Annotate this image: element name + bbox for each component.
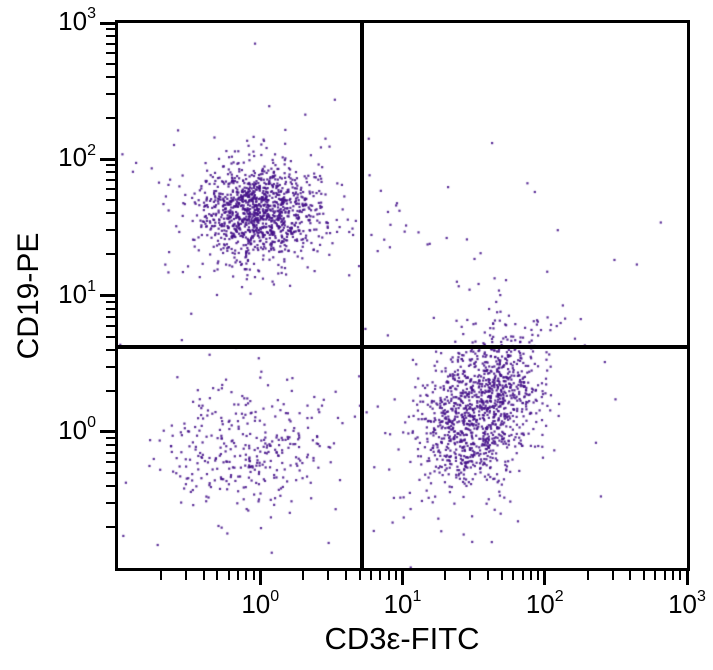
- y-minor-tick: [106, 52, 115, 55]
- x-minor-tick: [521, 571, 524, 580]
- y-minor-tick: [106, 93, 115, 96]
- y-minor-tick: [106, 63, 115, 65]
- y-minor-tick: [106, 199, 115, 202]
- x-minor-tick: [611, 571, 614, 580]
- x-major-tick: [401, 571, 404, 585]
- y-minor-tick: [106, 484, 115, 487]
- x-major-tick: [543, 571, 547, 585]
- x-minor-tick: [672, 571, 675, 580]
- y-major-tick: [100, 294, 115, 297]
- x-minor-tick: [369, 571, 372, 580]
- x-minor-tick: [184, 571, 187, 580]
- x-minor-tick: [237, 571, 240, 580]
- y-minor-tick: [106, 43, 115, 46]
- y-minor-tick: [106, 501, 115, 504]
- y-tick-label: 103: [58, 5, 96, 36]
- x-minor-tick: [679, 571, 682, 580]
- y-minor-tick: [106, 179, 115, 182]
- quadrant-gate-vertical-line: [360, 23, 365, 568]
- y-minor-tick: [106, 460, 115, 463]
- x-minor-tick: [629, 571, 632, 580]
- y-minor-tick: [106, 35, 115, 38]
- y-minor-tick: [106, 389, 115, 392]
- x-minor-tick: [344, 571, 347, 580]
- x-minor-tick: [358, 571, 361, 580]
- x-minor-tick: [202, 571, 205, 580]
- y-minor-tick: [106, 335, 115, 338]
- y-tick-label: 100: [58, 414, 96, 445]
- x-minor-tick: [487, 571, 490, 580]
- y-tick-label: 102: [58, 141, 96, 173]
- y-minor-tick: [106, 348, 115, 351]
- y-minor-tick: [106, 117, 115, 120]
- x-minor-tick: [245, 571, 248, 580]
- y-minor-tick: [106, 188, 115, 191]
- scatter-points: [118, 23, 687, 568]
- x-minor-tick: [643, 571, 646, 580]
- x-minor-tick: [512, 571, 515, 580]
- y-minor-tick: [106, 212, 115, 215]
- y-minor-tick: [106, 171, 115, 174]
- y-major-tick: [100, 157, 115, 161]
- x-minor-tick: [394, 571, 397, 580]
- y-minor-tick: [106, 525, 115, 528]
- x-minor-tick: [327, 571, 330, 580]
- quadrant-gate-horizontal-line: [118, 344, 687, 349]
- x-minor-tick: [537, 571, 540, 580]
- x-minor-tick: [159, 571, 162, 580]
- y-minor-tick: [106, 315, 115, 318]
- x-major-tick: [685, 571, 689, 585]
- y-major-tick: [100, 430, 115, 434]
- y-minor-tick: [106, 307, 115, 310]
- y-minor-tick: [106, 443, 115, 446]
- y-tick-label: 101: [58, 277, 96, 309]
- x-major-tick: [258, 571, 262, 585]
- x-minor-tick: [654, 571, 657, 580]
- x-minor-tick: [216, 571, 219, 580]
- y-minor-tick: [106, 28, 115, 31]
- y-minor-tick: [106, 253, 115, 256]
- x-tick-label: 103: [668, 588, 706, 619]
- y-minor-tick: [106, 451, 115, 454]
- y-minor-tick: [106, 436, 115, 439]
- x-minor-tick: [252, 571, 255, 580]
- x-tick-label: 100: [241, 588, 280, 619]
- x-minor-tick: [469, 571, 472, 580]
- x-minor-tick: [227, 571, 230, 580]
- y-minor-tick: [106, 324, 115, 327]
- x-tick-label: 102: [525, 588, 564, 619]
- y-minor-tick: [106, 365, 115, 368]
- x-minor-tick: [444, 571, 447, 580]
- y-minor-tick: [106, 76, 115, 79]
- y-major-tick: [100, 21, 115, 25]
- x-minor-tick: [500, 571, 503, 580]
- x-tick-label: 101: [383, 588, 422, 619]
- plot-area: [115, 20, 690, 571]
- x-axis-label: CD3ε-FITC: [324, 621, 480, 656]
- y-minor-tick: [106, 471, 115, 474]
- y-minor-tick: [106, 164, 115, 167]
- x-minor-tick: [663, 571, 666, 580]
- x-minor-tick: [586, 571, 589, 580]
- x-minor-tick: [529, 571, 532, 580]
- x-minor-tick: [379, 571, 382, 580]
- x-minor-tick: [387, 571, 390, 580]
- x-minor-tick: [302, 571, 305, 580]
- y-minor-tick: [106, 300, 115, 303]
- y-minor-tick: [106, 229, 115, 232]
